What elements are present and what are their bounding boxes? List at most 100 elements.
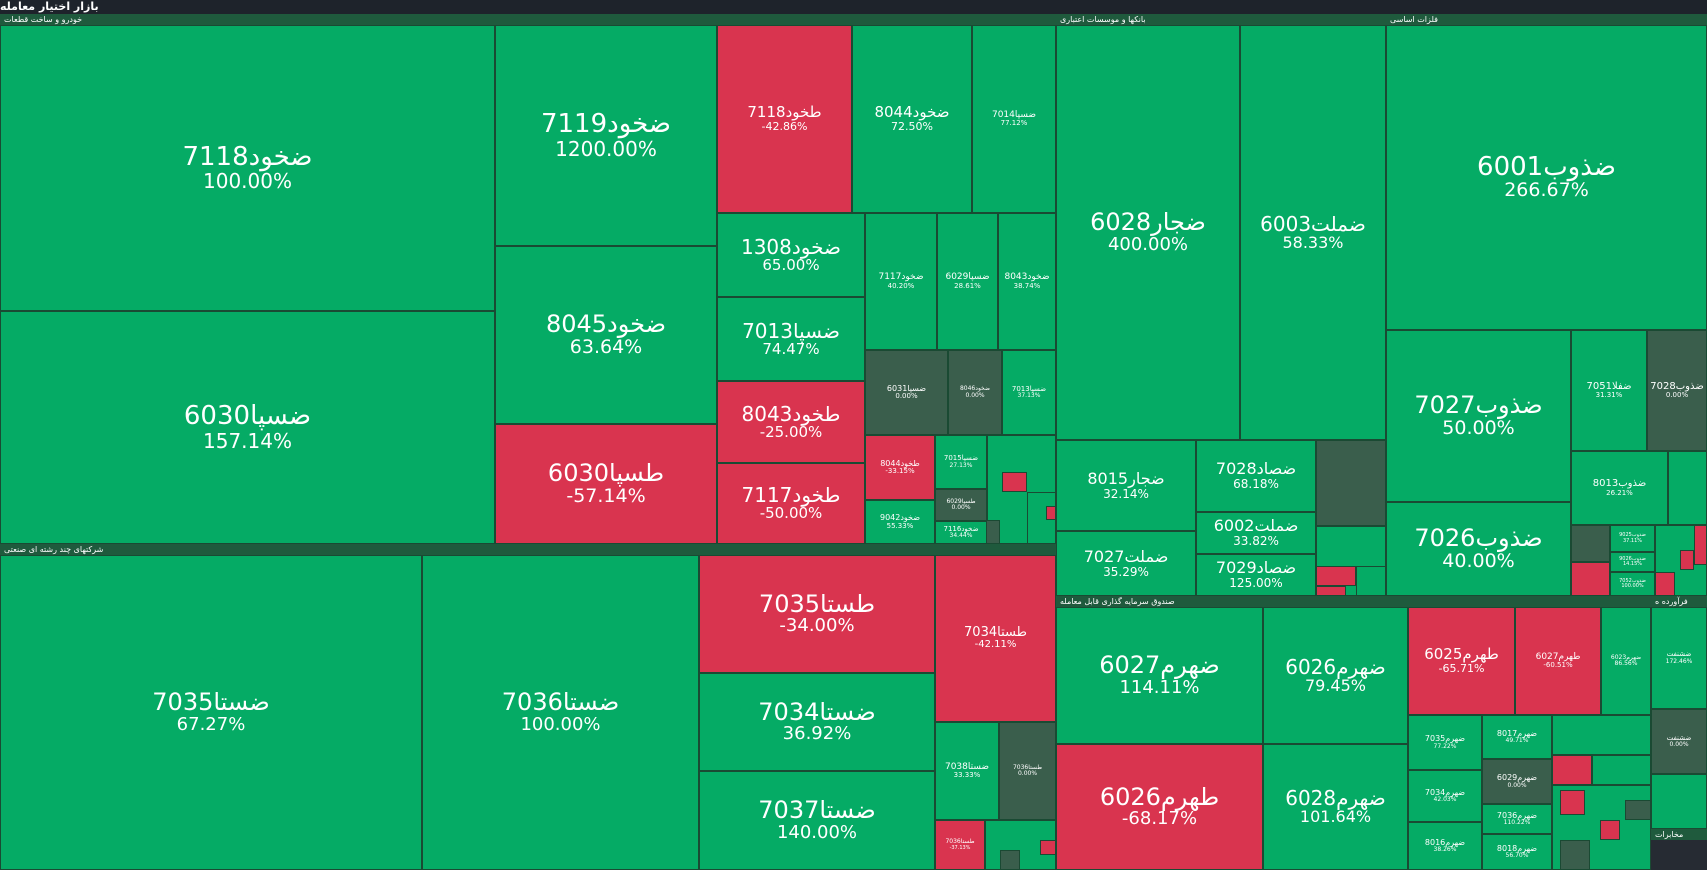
treemap-tile[interactable]: طستا7035 -34.00% — [699, 555, 935, 673]
treemap-tile[interactable]: ضهرم7035 77.22% — [1408, 715, 1482, 770]
treemap-tile[interactable]: ضخود7116 34.44% — [935, 521, 987, 544]
tile-change: -60.51% — [1543, 661, 1573, 670]
treemap-cell-minor[interactable] — [1560, 790, 1585, 815]
treemap-tile[interactable]: ضخود7117 40.20% — [865, 213, 937, 350]
tile-symbol: ضستا7035 — [152, 688, 270, 717]
tile-change: 0.00% — [1507, 781, 1527, 789]
treemap-tile[interactable]: ضذوب7027 50.00% — [1386, 330, 1571, 502]
treemap-tile[interactable]: ضملت6002 33.82% — [1196, 512, 1316, 554]
treemap-tile[interactable]: ضجار8015 32.14% — [1056, 440, 1196, 531]
treemap-tile[interactable]: ضستا7034 36.92% — [699, 673, 935, 771]
treemap-tile[interactable]: ضهرم6027 114.11% — [1056, 607, 1263, 744]
tile-symbol: ضخود7116 — [943, 524, 979, 533]
treemap-cell-minor[interactable] — [1046, 506, 1056, 520]
treemap-tile[interactable]: ضهرم6023 86.56% — [1601, 607, 1651, 715]
treemap-cell-minor[interactable] — [1316, 566, 1356, 586]
treemap-tile[interactable]: ضهرم8016 38.26% — [1408, 822, 1482, 870]
treemap-cell-minor[interactable] — [1668, 451, 1707, 525]
treemap-tile[interactable]: ضهرم6026 79.45% — [1263, 607, 1408, 744]
sector-label: فلزات اساسی — [1390, 15, 1438, 24]
treemap-tile[interactable]: ضخود8044 72.50% — [852, 25, 972, 213]
treemap-tile[interactable]: طخود8044 -33.15% — [865, 435, 935, 500]
treemap-cell-minor[interactable] — [1552, 755, 1592, 785]
tile-symbol: ضهرم8017 — [1496, 728, 1538, 738]
treemap-tile[interactable]: طخود7117 -50.00% — [717, 463, 865, 544]
tile-change: 77.12% — [1000, 119, 1028, 128]
treemap-cell-minor[interactable] — [1600, 820, 1620, 840]
treemap-tile[interactable]: طهرم6027 -60.51% — [1515, 607, 1601, 715]
treemap-tile[interactable]: ضخود1308 65.00% — [717, 213, 865, 297]
treemap-cell-minor[interactable] — [1592, 755, 1651, 785]
tile-change: 400.00% — [1107, 233, 1189, 255]
treemap-tile[interactable]: ضخود7119 1200.00% — [495, 25, 717, 246]
treemap-tile[interactable]: طخود8043 -25.00% — [717, 381, 865, 463]
treemap-tile[interactable]: ضسپا6030 157.14% — [0, 311, 495, 544]
treemap-cell-minor[interactable] — [1694, 525, 1707, 565]
tile-symbol: ضصاد7029 — [1215, 558, 1297, 578]
treemap-tile[interactable]: ضهرم7034 42.03% — [1408, 770, 1482, 822]
treemap-cell-minor[interactable] — [1002, 472, 1027, 492]
tile-change: -57.14% — [566, 484, 646, 507]
treemap-tile[interactable]: ضصاد7028 68.18% — [1196, 440, 1316, 512]
treemap-tile[interactable]: ضسپا7013 74.47% — [717, 297, 865, 381]
treemap-cell-minor[interactable] — [1356, 566, 1386, 596]
treemap-tile[interactable]: طهرم6026 -68.17% — [1056, 744, 1263, 870]
treemap-tile[interactable]: ضملت6003 58.33% — [1240, 25, 1386, 440]
treemap-tile[interactable]: ضسپا6029 28.61% — [937, 213, 998, 350]
treemap-tile[interactable]: طسپا6030 -57.14% — [495, 424, 717, 544]
treemap-tile[interactable]: ضفلا7051 31.31% — [1571, 330, 1647, 451]
treemap-tile[interactable]: ضهرم6029 0.00% — [1482, 759, 1552, 804]
treemap-tile[interactable]: ضشنفت 172.46% — [1651, 607, 1707, 709]
treemap-tile[interactable]: طهرم6025 -65.71% — [1408, 607, 1515, 715]
treemap-cell-minor[interactable] — [1655, 572, 1675, 596]
treemap-tile[interactable]: ضهرم6028 101.64% — [1263, 744, 1408, 870]
treemap-cell-minor[interactable] — [1651, 774, 1707, 829]
treemap-tile[interactable]: ضذوب8013 26.21% — [1571, 451, 1668, 525]
treemap-tile[interactable]: ضشنفت 0.00% — [1651, 709, 1707, 774]
sector-label: بانکها و موسسات اعتباری — [1060, 15, 1146, 24]
treemap-tile[interactable]: ضهرم7036 110.22% — [1482, 804, 1552, 834]
treemap-tile[interactable]: ضهرم8017 49.71% — [1482, 715, 1552, 759]
treemap-tile[interactable]: ضسپا7015 27.13% — [935, 435, 987, 489]
treemap-tile[interactable]: طستا7036 -37.13% — [935, 820, 985, 870]
treemap-tile[interactable]: ضذوب7052 100.00% — [1610, 572, 1655, 596]
treemap-cell-minor[interactable] — [1680, 550, 1694, 570]
treemap-tile[interactable]: ضستا7036 100.00% — [422, 555, 699, 870]
treemap-tile[interactable]: ضملت7027 35.29% — [1056, 531, 1196, 596]
treemap-tile[interactable]: ضذوب6001 266.67% — [1386, 25, 1707, 330]
treemap-tile[interactable]: ضستا7035 67.27% — [0, 555, 422, 870]
treemap-tile[interactable]: ضخود8046 0.00% — [948, 350, 1002, 435]
treemap-cell-minor[interactable] — [985, 520, 1000, 544]
treemap-cell-minor[interactable] — [1000, 850, 1020, 870]
treemap-tile[interactable]: ضذوب7028 0.00% — [1647, 330, 1707, 451]
treemap-tile[interactable]: طخود7118 -42.86% — [717, 25, 852, 213]
treemap-cell-minor[interactable] — [1316, 440, 1386, 526]
treemap-tile[interactable]: ضذوب9025 37.11% — [1610, 525, 1655, 552]
treemap-tile[interactable]: ضستا7038 33.33% — [935, 722, 999, 820]
treemap-tile[interactable]: ضسپا7014 77.12% — [972, 25, 1056, 213]
treemap-tile[interactable]: طستا7034 -42.11% — [935, 555, 1056, 722]
treemap-cell-minor[interactable] — [1040, 840, 1056, 855]
treemap-tile[interactable]: ضصاد7029 125.00% — [1196, 554, 1316, 596]
treemap-cell-minor[interactable] — [1571, 562, 1610, 596]
treemap-tile[interactable]: طستا7036 0.00% — [999, 722, 1056, 820]
treemap-cell-minor[interactable] — [1316, 586, 1346, 596]
treemap-tile[interactable]: ضخود8043 38.74% — [998, 213, 1056, 350]
treemap-tile[interactable]: ضخود8045 63.64% — [495, 246, 717, 424]
treemap-tile[interactable]: ضذوب7026 40.00% — [1386, 502, 1571, 596]
treemap-tile[interactable]: ضذوب9026 14.15% — [1610, 552, 1655, 572]
treemap-cell-minor[interactable] — [1625, 800, 1651, 820]
treemap-tile[interactable]: ضهرم8018 56.70% — [1482, 834, 1552, 870]
treemap-tile[interactable]: ضخود7118 100.00% — [0, 25, 495, 311]
treemap-tile[interactable]: ضستا7037 140.00% — [699, 771, 935, 870]
tile-change: -65.71% — [1438, 662, 1485, 676]
treemap-cell-minor[interactable] — [1560, 840, 1590, 870]
treemap-cell-minor[interactable] — [1571, 525, 1610, 562]
treemap-tile[interactable]: ضجار6028 400.00% — [1056, 25, 1240, 440]
treemap-tile[interactable]: ضخود9042 55.33% — [865, 500, 935, 544]
treemap-tile[interactable]: ضسپا6031 0.00% — [865, 350, 948, 435]
treemap-tile[interactable]: طسپا6029 0.00% — [935, 489, 987, 521]
treemap-cell-minor[interactable] — [1552, 715, 1651, 755]
tile-change: 32.14% — [1103, 486, 1149, 501]
treemap-tile[interactable]: ضسپا7013 37.13% — [1002, 350, 1056, 435]
